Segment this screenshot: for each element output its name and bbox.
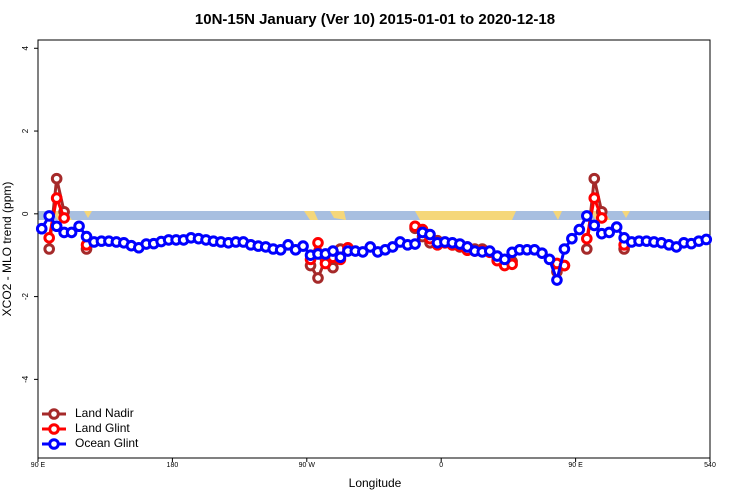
- point: [581, 232, 593, 245]
- point: [282, 239, 294, 251]
- point: [536, 247, 548, 259]
- x-tick-label: 90 W: [299, 462, 316, 469]
- point: [43, 243, 56, 255]
- point: [581, 243, 593, 255]
- point: [65, 226, 78, 239]
- point: [297, 240, 309, 252]
- point: [312, 236, 324, 249]
- point: [80, 230, 93, 243]
- point: [506, 258, 518, 271]
- chart-title: 10N-15N January (Ver 10) 2015-01-01 to 2…: [195, 11, 555, 28]
- point: [610, 221, 623, 233]
- point: [588, 219, 601, 232]
- point: [543, 253, 556, 266]
- y-tick-label: -4: [21, 375, 30, 383]
- point: [558, 243, 571, 255]
- point: [50, 192, 63, 204]
- point: [327, 245, 339, 257]
- point: [58, 212, 70, 224]
- legend-marker: [48, 438, 60, 450]
- land-band: [38, 211, 710, 220]
- point: [595, 212, 608, 224]
- point: [386, 241, 399, 253]
- legend-label: Ocean Glint: [75, 436, 139, 450]
- point: [573, 223, 586, 236]
- point: [43, 210, 56, 222]
- point: [334, 251, 347, 264]
- legend-label: Land Nadir: [75, 406, 134, 420]
- point: [312, 272, 324, 284]
- point: [364, 241, 377, 253]
- point: [581, 210, 593, 222]
- point: [588, 192, 601, 204]
- y-tick-label: 2: [21, 128, 30, 133]
- x-tick-label: 540: [704, 462, 716, 469]
- plot-frame: [37, 39, 711, 459]
- point: [483, 245, 496, 257]
- y-tick-label: -2: [21, 292, 30, 300]
- point: [43, 232, 56, 244]
- point: [566, 232, 578, 245]
- point: [50, 172, 63, 185]
- x-axis-label: Longitude: [349, 476, 402, 490]
- x-tick-label: 90 E: [31, 462, 46, 469]
- point: [588, 172, 601, 185]
- point: [73, 220, 85, 233]
- x-tick-label: 0: [439, 462, 443, 469]
- point: [498, 253, 511, 266]
- point: [424, 228, 436, 241]
- point: [603, 226, 616, 239]
- point: [35, 222, 48, 235]
- y-tick-label: 4: [21, 46, 30, 51]
- y-axis-label: XCO2 - MLO trend (ppm): [0, 182, 14, 317]
- legend-marker: [48, 423, 60, 435]
- x-tick-label: 90 E: [568, 462, 583, 469]
- point: [357, 246, 369, 258]
- x-tick-label: 180: [167, 462, 179, 469]
- legend-label: Land Glint: [75, 421, 130, 435]
- point: [700, 233, 713, 246]
- point: [50, 220, 63, 233]
- legend-marker: [48, 408, 60, 420]
- band: [38, 211, 710, 220]
- point: [274, 244, 287, 256]
- y-tick-label: 0: [21, 211, 30, 216]
- point: [551, 274, 563, 286]
- land: [52, 211, 630, 220]
- point: [409, 238, 421, 250]
